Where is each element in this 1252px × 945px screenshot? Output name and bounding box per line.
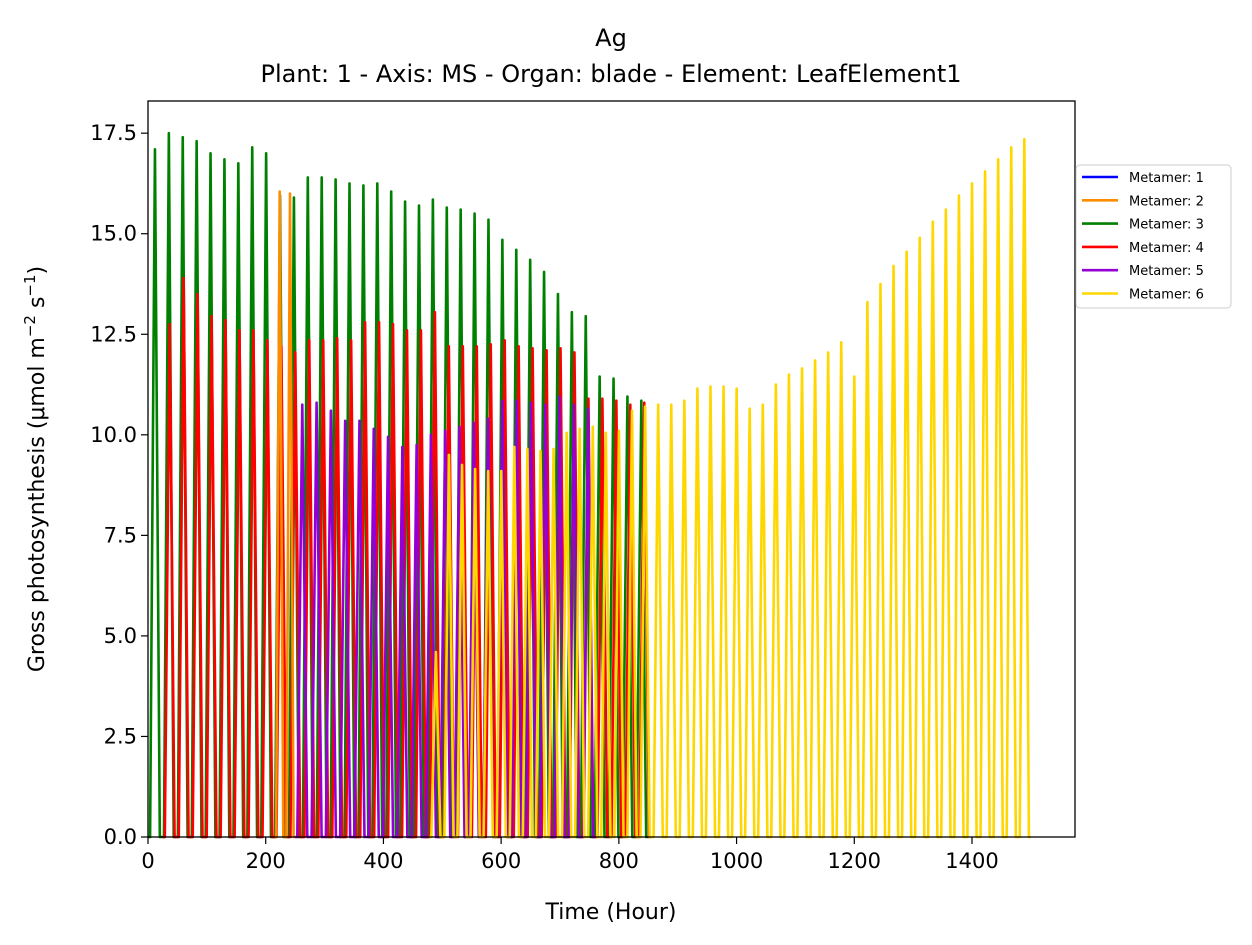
x-tick-label: 1000 xyxy=(710,849,763,873)
legend-label-metamer-6: Metamer: 6 xyxy=(1129,288,1204,303)
y-axis: 0.0 2.5 5.0 7.5 10.0 12.5 15.0 17.5 xyxy=(90,121,148,849)
x-tick-label: 800 xyxy=(599,849,639,873)
y-tick-label: 17.5 xyxy=(90,121,137,145)
x-tick-label: 1200 xyxy=(828,849,881,873)
chart-title: Ag xyxy=(595,24,627,52)
chart-subtitle: Plant: 1 - Axis: MS - Organ: blade - Ele… xyxy=(260,60,961,88)
y-tick-label: 7.5 xyxy=(104,523,137,547)
legend-label-metamer-5: Metamer: 5 xyxy=(1129,264,1204,279)
plot-frame xyxy=(147,100,1076,838)
y-tick-label: 12.5 xyxy=(90,322,137,346)
legend-label-metamer-1: Metamer: 1 xyxy=(1129,171,1204,186)
x-axis-label: Time (Hour) xyxy=(545,900,677,925)
y-tick-label: 0.0 xyxy=(104,825,137,849)
series-line-metamer-5 xyxy=(295,395,596,839)
x-axis: 0 200 400 600 800 1000 1200 1400 xyxy=(141,837,999,873)
y-tick-label: 10.0 xyxy=(90,423,137,447)
legend: Metamer: 1 Metamer: 2 Metamer: 3 Metamer: 4… xyxy=(1075,164,1232,309)
x-tick-label: 600 xyxy=(481,849,521,873)
y-tick-label: 2.5 xyxy=(104,724,137,748)
legend-label-metamer-2: Metamer: 2 xyxy=(1129,194,1204,209)
legend-label-metamer-4: Metamer: 4 xyxy=(1129,241,1204,256)
y-tick-label: 5.0 xyxy=(104,624,137,648)
series-layer xyxy=(148,131,1031,839)
x-tick-label: 1400 xyxy=(945,849,998,873)
legend-label-metamer-3: Metamer: 3 xyxy=(1129,218,1204,233)
x-tick-label: 400 xyxy=(363,849,403,873)
x-tick-label: 200 xyxy=(246,849,286,873)
x-tick-label: 0 xyxy=(141,849,154,873)
y-tick-label: 15.0 xyxy=(90,222,137,246)
y-axis-label: Gross photosynthesis (μmol m−2 s−1) xyxy=(21,266,50,672)
